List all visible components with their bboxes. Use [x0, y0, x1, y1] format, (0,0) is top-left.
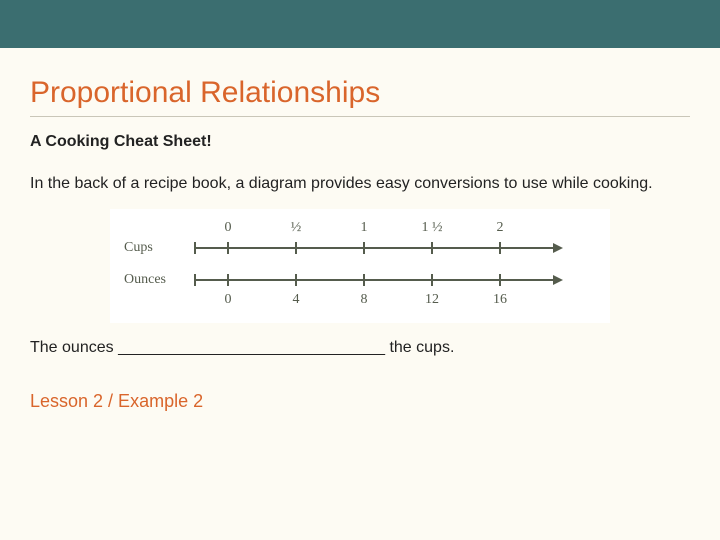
fill-after: the cups. — [385, 339, 454, 356]
page-title: Proportional Relationships — [30, 76, 690, 117]
ounces-tick: 8 — [330, 292, 398, 308]
description-text: In the back of a recipe book, a diagram … — [30, 173, 690, 195]
cups-tick-labels: 0 ½ 1 1 ½ 2 — [124, 219, 596, 237]
cups-tick: 0 — [194, 220, 262, 236]
cups-axis: Cups — [124, 237, 596, 259]
ounces-axis: Ounces — [124, 269, 596, 291]
ounces-axis-label: Ounces — [124, 272, 188, 288]
fill-blank: ______________________________ — [118, 339, 385, 356]
cups-axis-label: Cups — [124, 240, 188, 256]
arrow-right-icon — [553, 243, 563, 253]
ounces-tick-labels: 0 4 8 12 16 — [124, 291, 596, 309]
subtitle: A Cooking Cheat Sheet! — [30, 133, 690, 151]
cups-tick: 1 ½ — [398, 220, 466, 236]
conversion-diagram: 0 ½ 1 1 ½ 2 Cups Ounces — [110, 209, 610, 323]
fill-before: The ounces — [30, 339, 118, 356]
lesson-label: Lesson 2 / Example 2 — [30, 391, 690, 412]
fill-in-sentence: The ounces _____________________________… — [30, 339, 690, 357]
cups-number-line — [194, 247, 554, 249]
ounces-tick: 16 — [466, 292, 534, 308]
ounces-tick: 4 — [262, 292, 330, 308]
top-bar — [0, 0, 720, 48]
slide-content: Proportional Relationships A Cooking Che… — [0, 48, 720, 412]
ounces-tick: 0 — [194, 292, 262, 308]
cups-tick: 1 — [330, 220, 398, 236]
ounces-number-line — [194, 279, 554, 281]
ounces-tick: 12 — [398, 292, 466, 308]
cups-tick: 2 — [466, 220, 534, 236]
arrow-right-icon — [553, 275, 563, 285]
cups-tick: ½ — [262, 220, 330, 236]
